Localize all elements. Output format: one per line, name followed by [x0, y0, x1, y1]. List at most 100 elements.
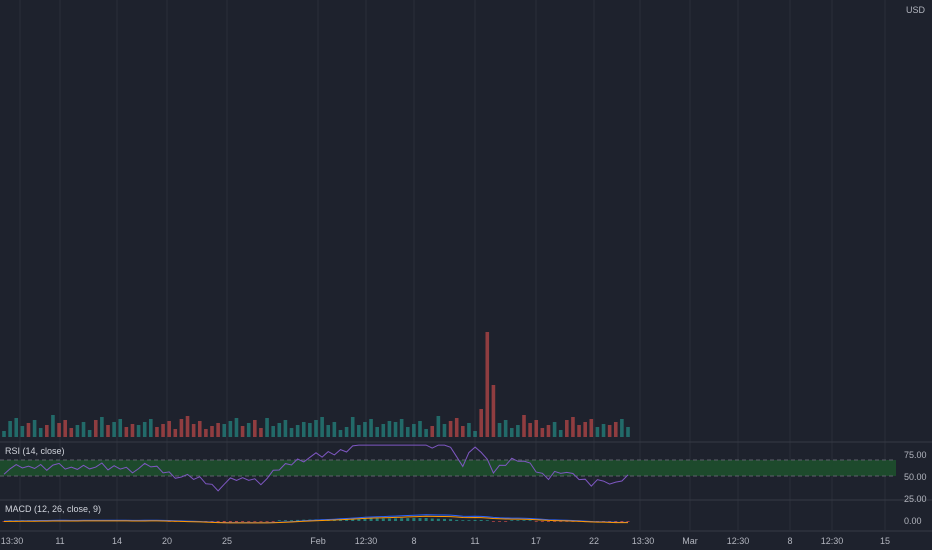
volume-bar	[332, 422, 337, 437]
volume-bar	[448, 421, 453, 437]
macd-tick-label: 0.00	[904, 516, 922, 526]
volume-bar	[314, 420, 318, 437]
volume-bar	[136, 425, 141, 437]
macd-histogram-bar	[559, 521, 563, 522]
macd-histogram-bar	[449, 519, 453, 521]
macd-histogram-bar	[290, 520, 294, 521]
rsi-pane[interactable]	[0, 444, 896, 492]
time-tick-label: 12:30	[355, 536, 378, 546]
volume-bar	[246, 423, 251, 437]
volume-bar	[87, 430, 92, 437]
volume-bar	[38, 428, 43, 437]
volume-bar	[375, 427, 379, 437]
volume-bar	[75, 425, 80, 437]
volume-bar	[399, 419, 404, 437]
volume-bar	[601, 424, 606, 437]
volume-bar	[130, 424, 135, 437]
volume-bar	[503, 420, 508, 437]
volume-bar	[369, 419, 373, 437]
macd-histogram-bar	[375, 518, 379, 521]
volume-bar	[473, 431, 477, 437]
volume-bar	[271, 426, 275, 437]
volume-bar	[100, 417, 104, 437]
volume-bar	[26, 423, 31, 437]
volume-bar	[350, 417, 355, 437]
macd-histogram-bar	[522, 520, 526, 521]
volume-bar	[69, 428, 74, 437]
macd-histogram-bar	[473, 519, 477, 521]
volume-bar	[479, 409, 483, 437]
volume-bar	[442, 424, 447, 437]
volume-bar	[45, 425, 49, 437]
volume-bar	[387, 421, 392, 437]
time-tick-label: 11	[55, 536, 64, 546]
volume-bar	[430, 426, 435, 437]
volume-bar	[491, 385, 496, 437]
volume-bar	[240, 426, 245, 437]
volume-bar	[51, 415, 55, 437]
volume-bar	[571, 417, 575, 437]
volume-bar	[161, 424, 165, 437]
price-axis[interactable]: 175.00172.50170.00167.50165.00162.50160.…	[898, 0, 932, 526]
volume-bar	[295, 425, 300, 437]
volume-bar	[216, 423, 220, 437]
volume-bar	[118, 419, 123, 437]
time-tick-label: 14	[112, 536, 122, 546]
macd-histogram-bar	[381, 518, 385, 521]
volume-bar	[467, 423, 471, 437]
rsi-line	[3, 444, 629, 492]
macd-histogram-bar	[412, 518, 416, 521]
macd-histogram-bar	[436, 518, 440, 521]
macd-histogram-bar	[498, 521, 502, 522]
volume-bar	[234, 418, 239, 437]
volume-bar	[106, 425, 110, 437]
volume-bar	[516, 425, 520, 437]
macd-histogram-bar	[614, 521, 618, 523]
macd-pane[interactable]	[2, 514, 630, 524]
time-tick-label: Mar	[682, 536, 698, 546]
volume-bar	[93, 420, 98, 437]
macd-histogram-bar	[546, 521, 550, 522]
volume-bar	[393, 422, 398, 437]
time-tick-label: 20	[162, 536, 172, 546]
volume-bar	[289, 428, 294, 437]
macd-histogram-bar	[259, 521, 263, 522]
volume-bar	[204, 429, 208, 437]
volume-bar	[565, 420, 569, 437]
volume-bar	[424, 429, 428, 437]
volume-bar	[173, 429, 178, 437]
volume-bar	[112, 422, 116, 437]
volume-bar	[57, 423, 61, 437]
volume-bar	[179, 419, 184, 437]
macd-label: MACD (12, 26, close, 9)	[5, 504, 101, 514]
time-tick-label: 12:30	[727, 536, 750, 546]
volume-bar	[308, 423, 312, 437]
macd-histogram-bar	[626, 521, 630, 522]
rsi-tick-label: 50.00	[904, 472, 927, 482]
macd-histogram-bar	[247, 521, 251, 522]
volume-bar	[283, 420, 288, 437]
macd-histogram-bar	[418, 518, 422, 521]
volume-bar	[436, 416, 441, 437]
macd-histogram-bar	[510, 520, 514, 521]
volume-bar	[546, 425, 551, 437]
time-tick-label: Feb	[310, 536, 326, 546]
time-axis[interactable]: 13:30 11 14 20 25 Feb 12:30 8 11 17 22 13:30 Mar 12:3…	[1, 536, 890, 546]
macd-histogram-bar	[528, 520, 532, 521]
macd-histogram-bar	[387, 518, 391, 521]
volume-bar	[620, 419, 624, 437]
volume-bar	[253, 420, 257, 437]
volume-bar	[185, 416, 190, 437]
volume-bar	[577, 425, 581, 437]
volume-bar	[2, 431, 6, 437]
macd-histogram-bar	[222, 521, 226, 523]
macd-histogram-bar	[283, 520, 287, 521]
macd-histogram-bar	[442, 518, 446, 521]
macd-histogram-bar	[516, 520, 520, 521]
time-tick-label: 12:30	[821, 536, 844, 546]
macd-histogram-bar	[485, 520, 489, 521]
volume-bar	[191, 424, 196, 437]
macd-histogram-bar	[455, 519, 459, 521]
currency-label: USD	[906, 5, 926, 15]
